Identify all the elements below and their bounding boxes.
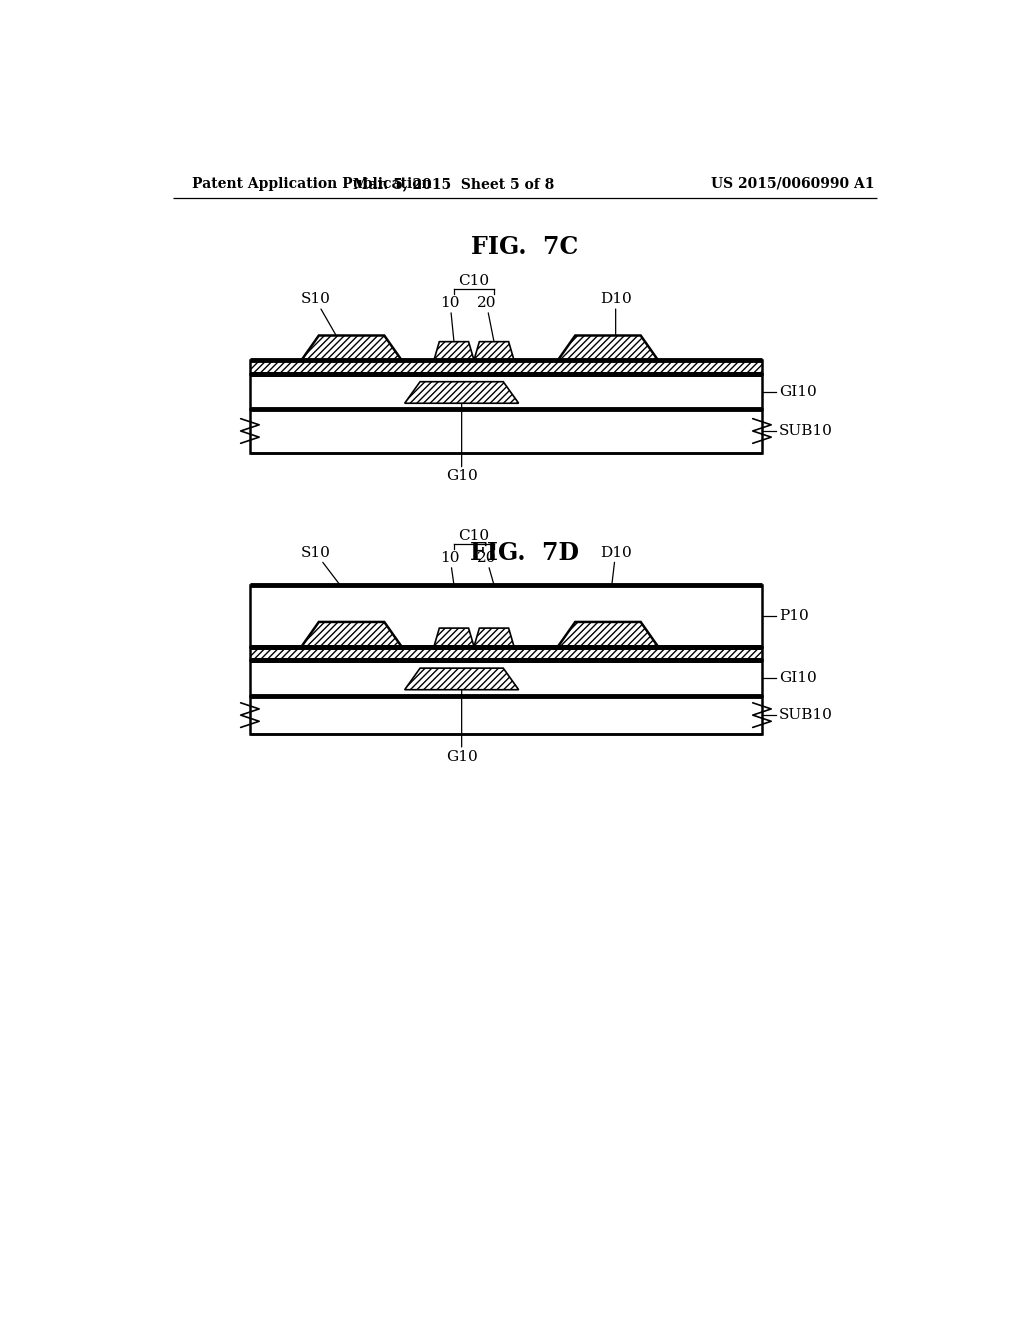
Text: S10: S10 [300, 545, 340, 585]
Text: G10: G10 [445, 689, 477, 764]
Text: SUB10: SUB10 [779, 424, 833, 438]
Bar [250, 660, 762, 696]
Bar [250, 696, 762, 734]
Text: FIG.  7C: FIG. 7C [471, 235, 579, 259]
Text: 10: 10 [440, 550, 460, 585]
Text: D10: D10 [600, 545, 632, 585]
Polygon shape [474, 342, 514, 360]
Text: SUB10: SUB10 [779, 708, 833, 722]
Text: 20: 20 [476, 296, 496, 342]
Text: D10: D10 [600, 292, 632, 335]
Text: C10: C10 [459, 273, 489, 288]
Polygon shape [301, 335, 401, 360]
Text: GI10: GI10 [779, 384, 817, 399]
Polygon shape [434, 628, 474, 647]
Text: Patent Application Publication: Patent Application Publication [193, 177, 432, 191]
Polygon shape [301, 622, 401, 647]
Text: 10: 10 [440, 296, 460, 342]
Text: C10: C10 [459, 528, 489, 543]
Polygon shape [434, 342, 474, 360]
Text: 20: 20 [476, 550, 496, 585]
Polygon shape [404, 668, 518, 689]
Bar [250, 374, 762, 409]
Text: FIG.  7D: FIG. 7D [470, 541, 580, 565]
Bar [250, 647, 762, 660]
Text: P10: P10 [779, 609, 809, 623]
Polygon shape [474, 628, 514, 647]
Polygon shape [404, 381, 518, 404]
Polygon shape [558, 335, 658, 360]
Text: GI10: GI10 [779, 671, 817, 685]
Polygon shape [558, 622, 658, 647]
Text: Mar. 5, 2015  Sheet 5 of 8: Mar. 5, 2015 Sheet 5 of 8 [353, 177, 555, 191]
Bar [250, 409, 762, 453]
Bar [250, 585, 762, 647]
Bar [250, 360, 762, 374]
Text: G10: G10 [445, 404, 477, 483]
Text: US 2015/0060990 A1: US 2015/0060990 A1 [711, 177, 874, 191]
Text: S10: S10 [300, 292, 336, 335]
